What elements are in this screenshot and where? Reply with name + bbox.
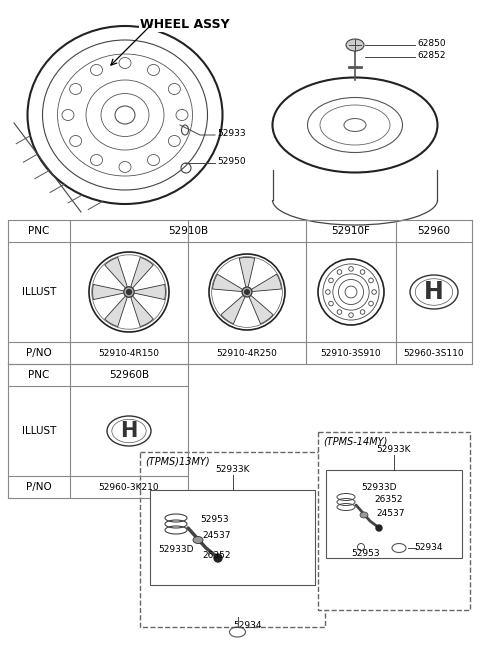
Circle shape: [124, 287, 134, 297]
Polygon shape: [213, 274, 242, 292]
Text: PNC: PNC: [28, 370, 50, 380]
Text: (TPMS-14MY): (TPMS-14MY): [323, 437, 387, 447]
Text: 52933: 52933: [217, 128, 246, 137]
Ellipse shape: [193, 537, 203, 544]
Text: 52960: 52960: [418, 226, 451, 236]
Text: 52933D: 52933D: [361, 483, 396, 491]
Polygon shape: [131, 257, 153, 288]
Text: H: H: [120, 421, 138, 441]
Text: 52960B: 52960B: [109, 370, 149, 380]
Text: 52910-3S910: 52910-3S910: [321, 349, 381, 358]
Text: 52910-4R250: 52910-4R250: [216, 349, 277, 358]
Polygon shape: [252, 274, 281, 292]
Text: ILLUST: ILLUST: [22, 426, 56, 436]
FancyBboxPatch shape: [140, 452, 325, 627]
Text: 24537: 24537: [376, 509, 405, 518]
Text: P/NO: P/NO: [26, 482, 52, 492]
Text: 52960-3K210: 52960-3K210: [99, 483, 159, 491]
Text: 52933K: 52933K: [377, 446, 411, 454]
Polygon shape: [221, 295, 245, 324]
Polygon shape: [239, 257, 255, 287]
Ellipse shape: [360, 512, 368, 518]
Circle shape: [214, 554, 222, 562]
Text: 52934: 52934: [414, 544, 443, 553]
Polygon shape: [249, 295, 273, 324]
Ellipse shape: [346, 39, 364, 51]
Bar: [326, 470, 462, 558]
Text: 52910-4R150: 52910-4R150: [98, 349, 159, 358]
Circle shape: [242, 287, 252, 297]
FancyBboxPatch shape: [318, 432, 470, 610]
Text: 62852: 62852: [417, 51, 445, 60]
Bar: [150, 490, 315, 585]
Polygon shape: [134, 284, 166, 299]
Text: WHEEL ASSY: WHEEL ASSY: [140, 18, 230, 31]
Text: P/NO: P/NO: [26, 348, 52, 358]
Text: 52910B: 52910B: [168, 226, 208, 236]
Circle shape: [127, 290, 132, 294]
Polygon shape: [93, 284, 123, 299]
Circle shape: [376, 525, 382, 531]
Text: 62850: 62850: [417, 38, 445, 47]
Text: (TPMS)13MY): (TPMS)13MY): [145, 457, 210, 467]
Text: 52953: 52953: [200, 516, 228, 524]
Text: 24537: 24537: [202, 531, 230, 540]
Text: 52933K: 52933K: [215, 465, 250, 474]
Text: 52934: 52934: [233, 621, 262, 629]
Text: 26352: 26352: [374, 494, 403, 503]
Text: PNC: PNC: [28, 226, 50, 236]
Text: 52910F: 52910F: [332, 226, 371, 236]
Text: 52933D: 52933D: [158, 546, 193, 555]
Polygon shape: [105, 296, 127, 327]
Text: 52950: 52950: [217, 157, 246, 165]
Polygon shape: [105, 257, 127, 288]
Text: 52953: 52953: [351, 548, 380, 557]
Text: H: H: [424, 280, 444, 304]
Circle shape: [245, 290, 249, 294]
Polygon shape: [131, 296, 153, 327]
Text: ILLUST: ILLUST: [22, 287, 56, 297]
Text: 26352: 26352: [202, 551, 230, 561]
Text: 52960-3S110: 52960-3S110: [404, 349, 464, 358]
